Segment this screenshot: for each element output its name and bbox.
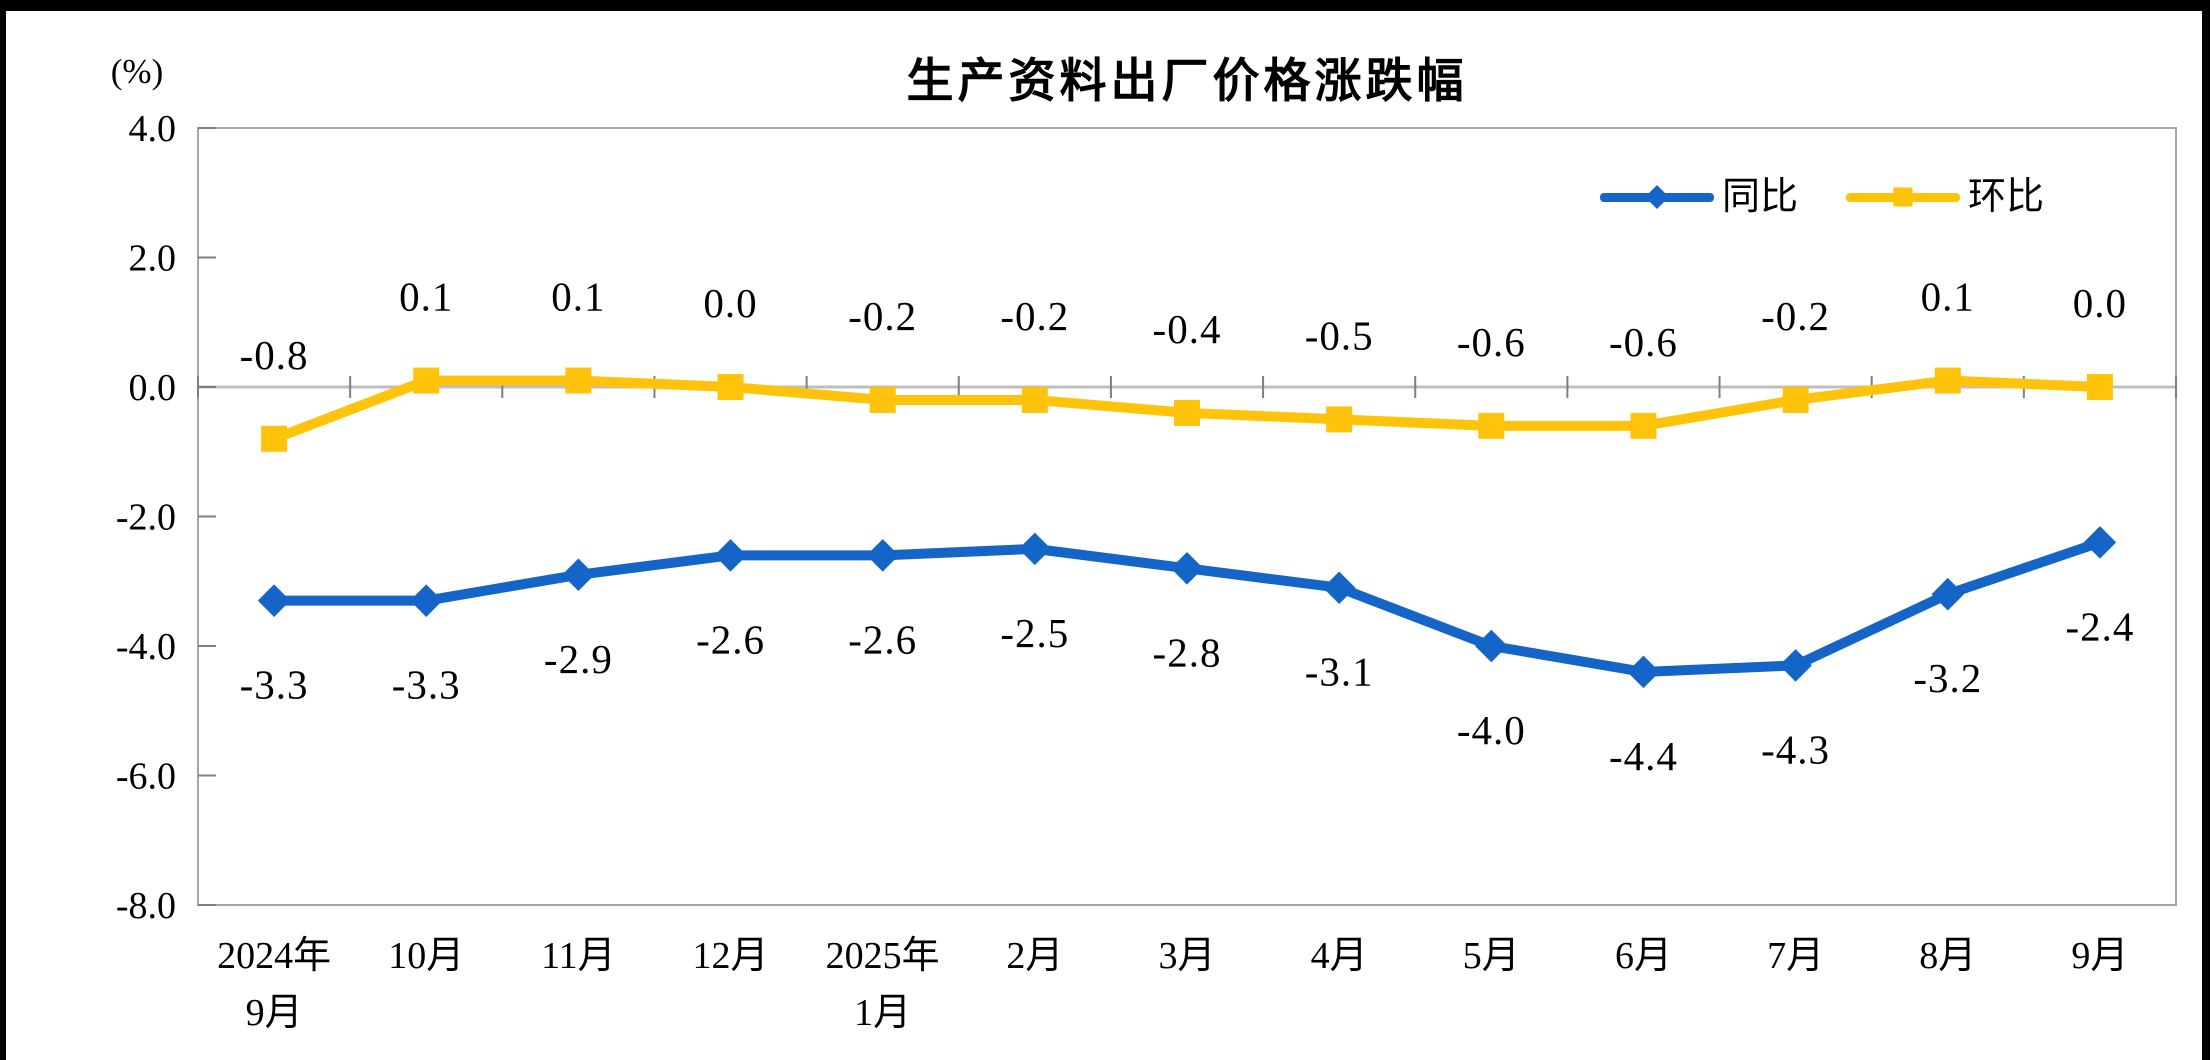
yoy-data-point [1627, 655, 1660, 689]
yoy-data-label: -4.4 [1609, 733, 1678, 779]
x-axis-tick-label: 1月 [854, 992, 911, 1034]
x-axis-tick-label: 12月 [693, 935, 769, 977]
x-axis-tick-label: 8月 [1919, 935, 1976, 977]
mom-data-label: 0.1 [1921, 274, 1975, 320]
y-axis-tick-label: -8.0 [116, 885, 176, 927]
mom-data-label: 0.1 [551, 274, 605, 320]
yoy-data-point [562, 558, 595, 592]
legend-label-yoy: 同比 [1722, 176, 1799, 218]
chart-title: 生产资料出厂价格涨跌幅 [906, 54, 1468, 107]
yoy-data-label: -4.3 [1761, 726, 1830, 772]
mom-data-point [1782, 386, 1809, 413]
mom-data-label: -0.6 [1609, 319, 1678, 365]
mom-data-point [261, 425, 288, 452]
x-axis-tick-label: 2024年 [217, 935, 331, 977]
legend-label-mom: 环比 [1968, 176, 2045, 218]
yoy-data-point [1475, 629, 1508, 663]
y-axis-tick-label: 4.0 [129, 108, 177, 150]
square-marker-icon [1893, 187, 1913, 207]
y-axis-tick-label: -6.0 [116, 756, 176, 798]
y-axis-tick-label: -2.0 [116, 497, 176, 539]
yoy-data-point [1170, 552, 1204, 585]
yoy-data-point [257, 584, 291, 617]
mom-data-point [717, 374, 744, 400]
mom-data-label: -0.2 [1761, 293, 1830, 339]
mom-data-label: -0.2 [848, 293, 917, 339]
screen-edge-left [0, 0, 6, 1060]
x-axis-tick-label: 6月 [1615, 935, 1672, 977]
y-axis-tick-label: -4.0 [116, 626, 176, 668]
mom-data-point [2086, 374, 2113, 400]
x-axis-tick-label: 2025年 [826, 935, 940, 977]
yoy-data-point [1931, 577, 1965, 611]
legend-item-mom: 环比 [1846, 178, 2044, 216]
yoy-data-point [1018, 532, 1052, 566]
legend-item-yoy: 同比 [1600, 178, 1798, 216]
yoy-data-label: -2.6 [696, 616, 765, 662]
mom-data-label: -0.8 [240, 332, 309, 378]
mom-data-label: -0.6 [1457, 319, 1526, 365]
yoy-line-swatch [1600, 184, 1714, 210]
y-axis-tick-label: 0.0 [129, 367, 177, 409]
x-axis-tick-label: 10月 [388, 935, 464, 977]
yoy-data-point [1322, 571, 1356, 604]
yoy-data-point [2083, 526, 2117, 559]
yoy-data-point [1779, 649, 1812, 682]
x-axis-tick-label: 9月 [246, 992, 303, 1034]
yoy-data-point [714, 539, 747, 572]
x-axis-tick-label: 2月 [1006, 935, 1063, 977]
x-axis-tick-label: 4月 [1311, 935, 1368, 977]
yoy-data-label: -3.2 [1913, 655, 1982, 701]
yoy-data-label: -2.4 [2065, 603, 2134, 649]
mom-data-label: -0.4 [1153, 306, 1222, 352]
screen-edge-top [0, 0, 2210, 11]
mom-data-point [1326, 406, 1353, 433]
x-axis-tick-label: 7月 [1767, 935, 1824, 977]
mom-data-point [413, 367, 440, 394]
x-axis-tick-label: 11月 [541, 935, 616, 977]
yoy-data-label: -4.0 [1457, 707, 1526, 753]
yoy-data-point [409, 584, 443, 617]
yoy-data-label: -3.3 [240, 662, 309, 708]
yoy-data-label: -2.5 [1000, 610, 1069, 656]
mom-data-point [1478, 412, 1505, 439]
mom-data-point [1174, 399, 1200, 426]
yoy-data-point [866, 539, 899, 572]
plot-border [197, 127, 2177, 906]
mom-data-point [869, 386, 896, 413]
yoy-data-label: -2.9 [544, 636, 613, 682]
mom-data-label: -0.2 [1000, 293, 1069, 339]
mom-data-point [1934, 367, 1961, 394]
mom-data-point [565, 367, 592, 394]
mom-data-point [1021, 386, 1048, 413]
x-axis-tick-label: 5月 [1463, 935, 1520, 977]
mom-data-label: 0.1 [399, 274, 453, 320]
x-axis-tick-label: 9月 [2071, 935, 2128, 977]
mom-data-point [1630, 412, 1657, 439]
x-axis-tick-label: 3月 [1158, 935, 1215, 977]
mom-line-swatch [1846, 187, 1961, 207]
yoy-data-label: -3.3 [392, 662, 461, 708]
chart-legend: 同比 环比 [1600, 178, 2044, 216]
yoy-data-label: -3.1 [1305, 649, 1374, 695]
mom-data-label: -0.5 [1305, 312, 1374, 358]
yoy-data-label: -2.6 [848, 616, 917, 662]
screen-edge-right [2202, 0, 2210, 1060]
mom-data-label: 0.0 [703, 280, 757, 326]
y-axis-unit-label: (%) [110, 52, 164, 91]
mom-data-label: 0.0 [2073, 280, 2127, 326]
y-axis-tick-label: 2.0 [129, 238, 177, 280]
yoy-data-label: -2.8 [1153, 629, 1222, 675]
